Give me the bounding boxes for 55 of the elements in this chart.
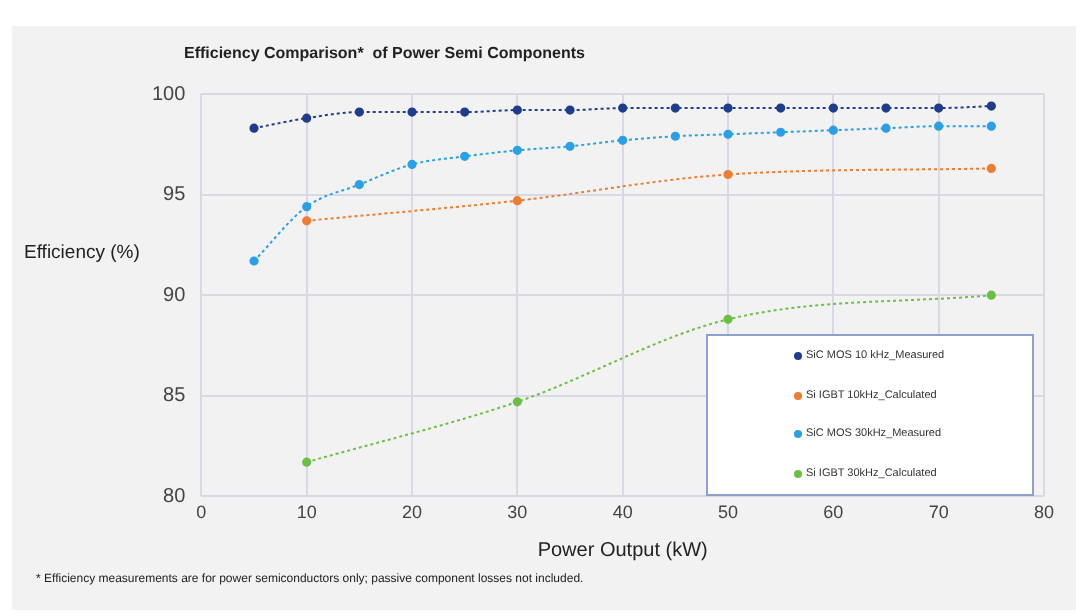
- point: [986, 101, 996, 111]
- point: [407, 107, 417, 117]
- point: [565, 141, 575, 151]
- point: [670, 131, 680, 141]
- point: [723, 169, 733, 180]
- x-tick-label: 10: [296, 502, 317, 523]
- point: [723, 129, 733, 139]
- x-tick-label: 0: [196, 502, 207, 523]
- point: [512, 105, 522, 115]
- point: [934, 103, 944, 113]
- point: [249, 256, 259, 266]
- y-tick-label: 85: [163, 385, 187, 408]
- point: [460, 151, 470, 161]
- point: [828, 125, 838, 135]
- point: [302, 202, 312, 212]
- x-tick-label: 50: [718, 502, 739, 523]
- x-tick-label: 20: [402, 502, 423, 523]
- point: [249, 123, 259, 133]
- point: [512, 145, 522, 155]
- y-tick-label: 100: [151, 83, 187, 106]
- x-tick-label: 70: [928, 502, 949, 523]
- y-tick-label: 95: [163, 184, 187, 207]
- x-tick-label: 40: [612, 502, 633, 523]
- point: [302, 216, 312, 226]
- point: [828, 103, 838, 113]
- x-axis-title: Power Output (kW): [537, 539, 708, 562]
- point: [986, 121, 996, 131]
- x-tick-label: 60: [823, 502, 844, 523]
- point: [512, 397, 522, 407]
- point: [302, 113, 312, 123]
- y-tick-label: 90: [163, 284, 187, 307]
- point: [565, 105, 575, 115]
- y-axis-title: Efficiency (%): [24, 242, 140, 264]
- point: [407, 159, 417, 170]
- point: [618, 135, 628, 145]
- y-tick-label: 80: [163, 485, 187, 508]
- point: [670, 103, 680, 113]
- chart-title: Efficiency Comparison* of Power Semi Components: [184, 44, 585, 62]
- point: [776, 103, 786, 113]
- point: [723, 103, 733, 113]
- point: [302, 457, 312, 467]
- point: [460, 107, 470, 117]
- point: [986, 290, 996, 300]
- point: [776, 127, 786, 137]
- point: [934, 121, 944, 131]
- point: [512, 196, 522, 206]
- point: [723, 314, 733, 324]
- x-tick-label: 80: [1033, 502, 1055, 523]
- point: [354, 179, 364, 190]
- x-tick-label: 30: [507, 502, 528, 523]
- point: [881, 123, 891, 133]
- point: [354, 107, 364, 117]
- point: [881, 103, 891, 113]
- point: [986, 163, 996, 174]
- point: [618, 103, 628, 113]
